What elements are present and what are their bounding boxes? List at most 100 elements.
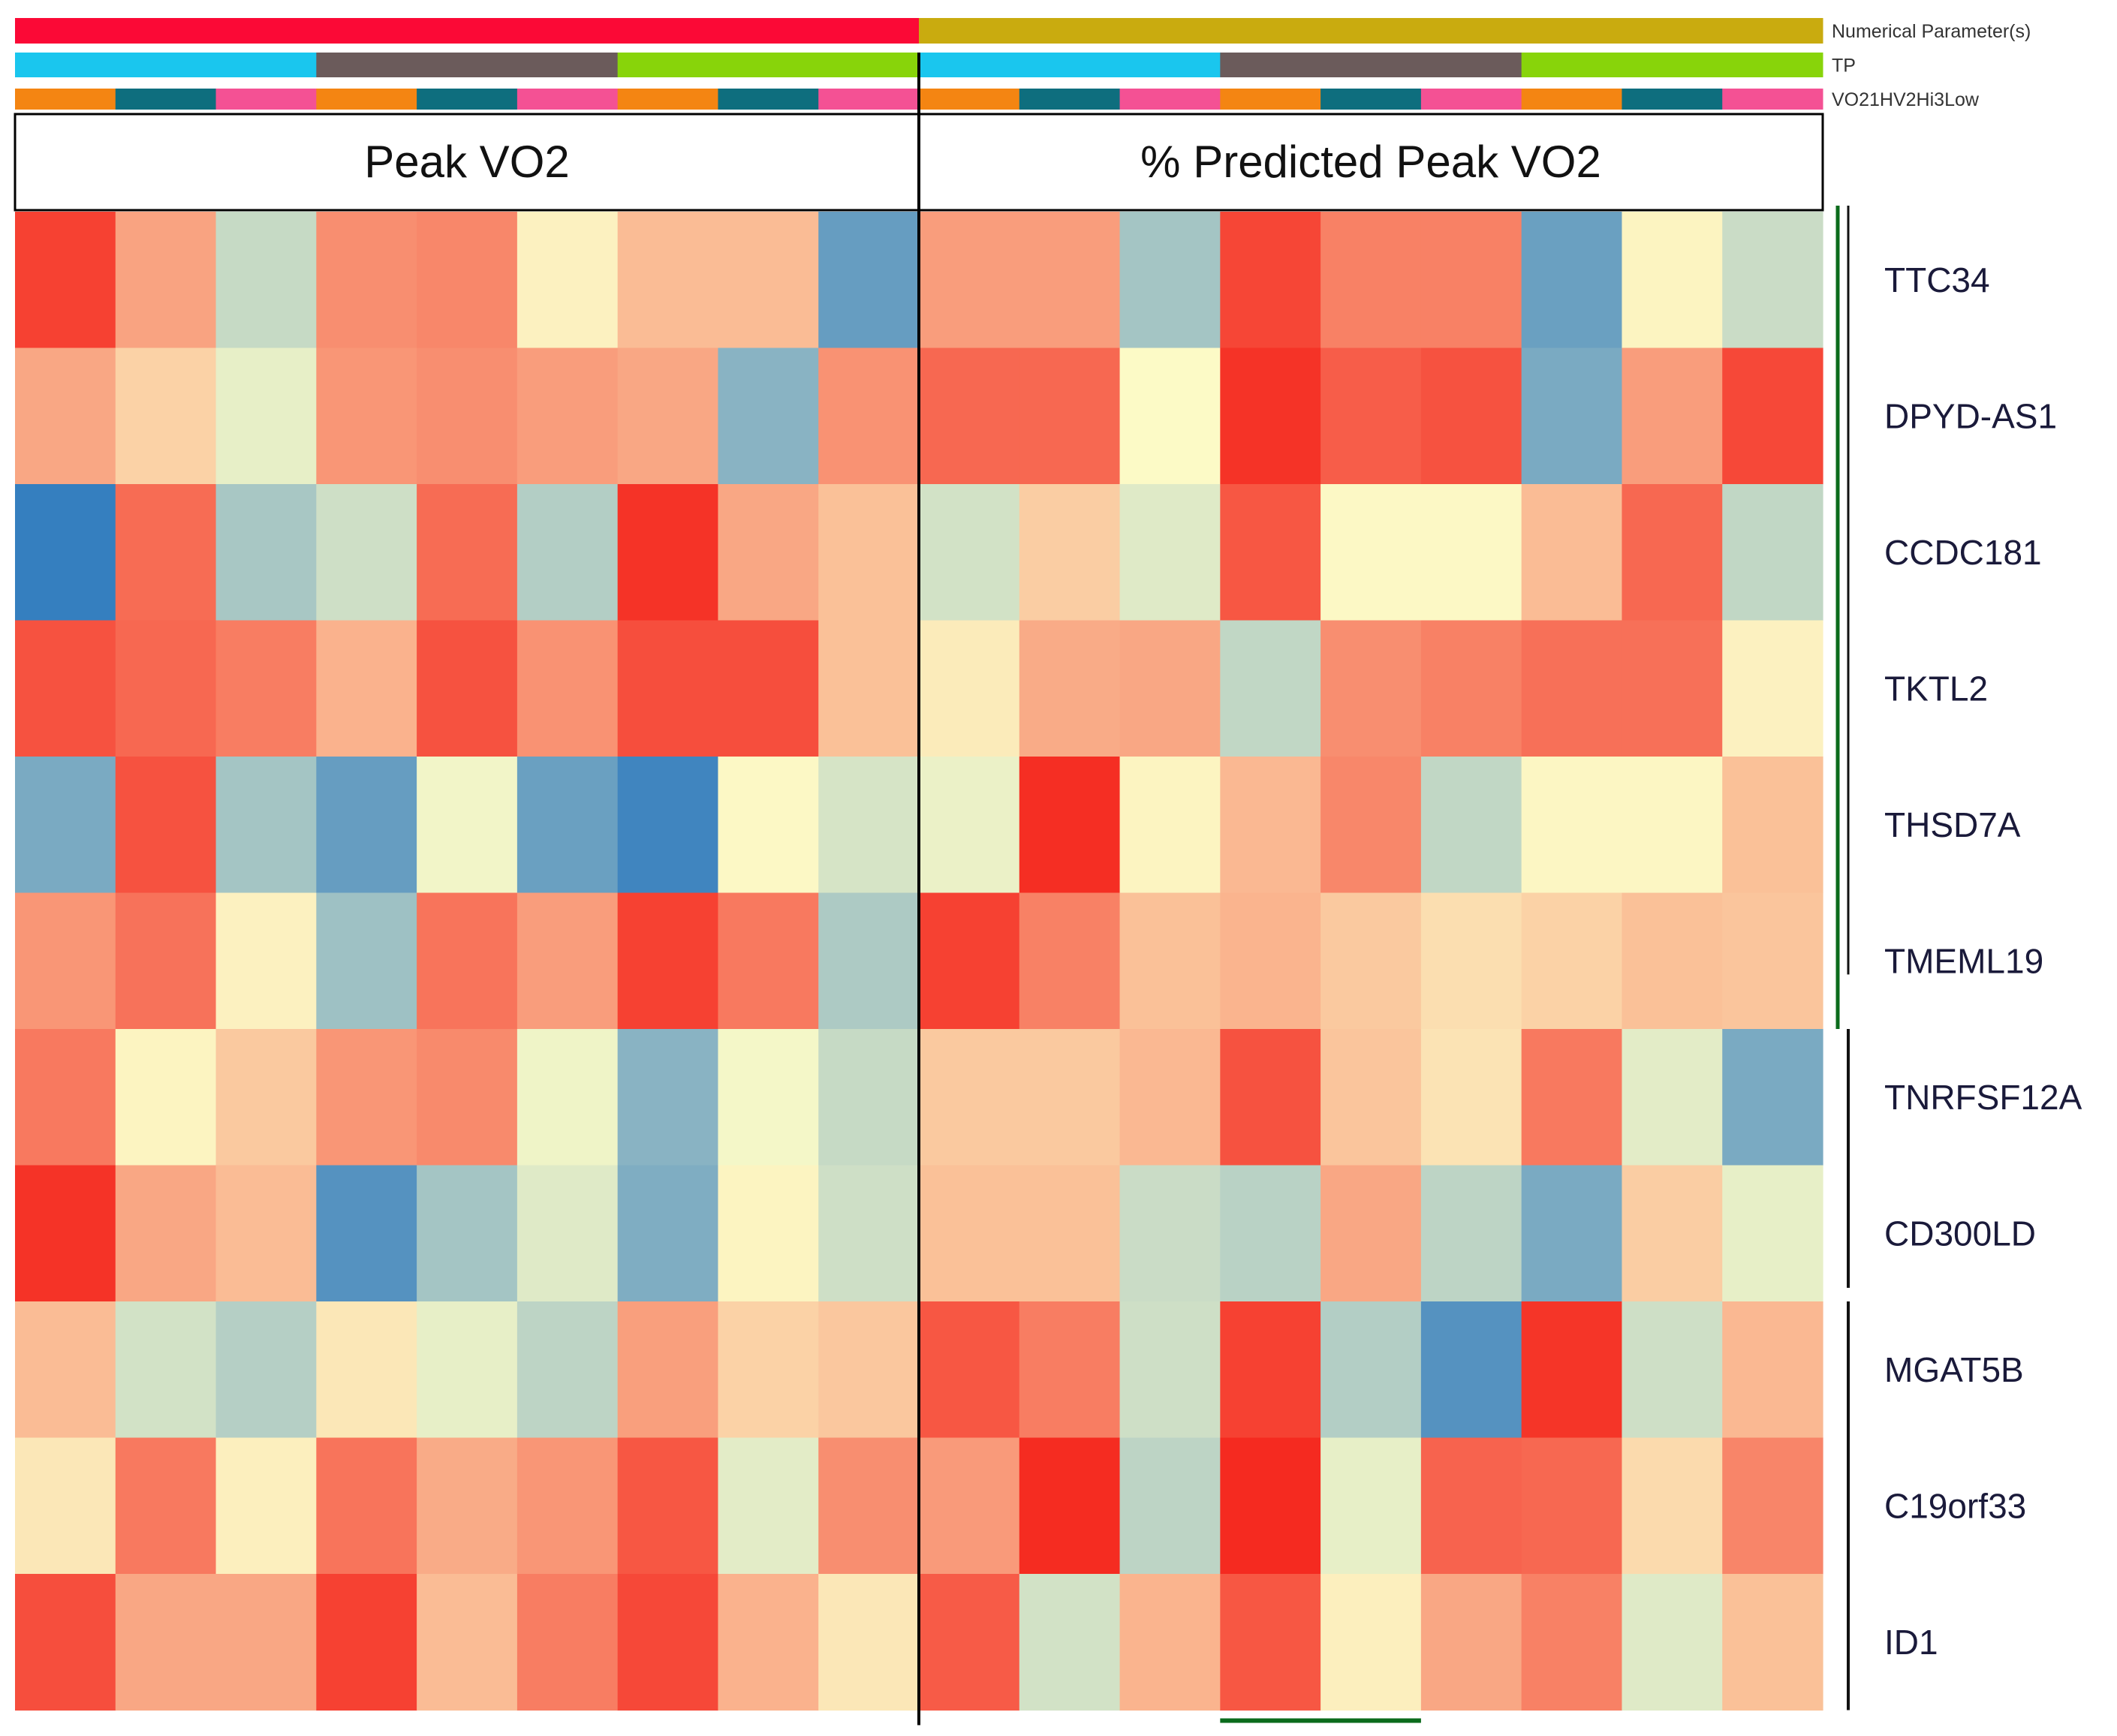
row-label: ID1 xyxy=(1884,1623,1938,1662)
heatmap-cell xyxy=(1521,348,1623,485)
heatmap-cell xyxy=(1220,484,1321,621)
annotation-segment xyxy=(1420,89,1522,110)
heatmap-cell xyxy=(1622,1165,1723,1302)
heatmap-cell xyxy=(919,1165,1020,1302)
column-group-headers: Peak VO2 % Predicted Peak VO2 xyxy=(14,113,1824,212)
heatmap-cell xyxy=(1420,1574,1522,1711)
heatmap-cell xyxy=(1320,1437,1422,1575)
heatmap-cell xyxy=(15,1437,116,1575)
heatmap-cell xyxy=(1521,1165,1623,1302)
heatmap-cell xyxy=(316,1165,417,1302)
heatmap-cell xyxy=(818,620,920,757)
annotation-segment xyxy=(15,53,317,77)
heatmap-cell xyxy=(1220,757,1321,894)
heatmap-cell xyxy=(919,1029,1020,1166)
heatmap-cell xyxy=(1420,757,1522,894)
heatmap-cell xyxy=(1722,212,1823,349)
heatmap-cell xyxy=(417,620,518,757)
heatmap-cell xyxy=(1320,348,1422,485)
annotation-segment xyxy=(516,89,619,110)
heatmap-cell xyxy=(1119,757,1221,894)
heatmap-cell xyxy=(417,757,518,894)
heatmap-cell xyxy=(818,348,920,485)
heatmap-cell xyxy=(215,1437,317,1575)
heatmap-cell xyxy=(919,212,1020,349)
heatmap-cell xyxy=(516,1301,619,1439)
annotation-segment xyxy=(1220,53,1522,77)
heatmap-cell xyxy=(1622,348,1723,485)
heatmap-cell xyxy=(718,484,819,621)
heatmap-cell xyxy=(115,1437,217,1575)
heatmap-cell xyxy=(316,484,417,621)
heatmap-cell xyxy=(1320,1165,1422,1302)
heatmap-cell xyxy=(1220,892,1321,1030)
heatmap-cell xyxy=(417,1301,518,1439)
heatmap-cell xyxy=(215,212,317,349)
heatmap-cell xyxy=(1521,1574,1623,1711)
heatmap-cell xyxy=(215,484,317,621)
heatmap-cell xyxy=(516,348,619,485)
row-label: MGAT5B xyxy=(1884,1350,2024,1389)
heatmap-cell xyxy=(718,1574,819,1711)
heatmap-cell xyxy=(617,1165,719,1302)
heatmap-cell xyxy=(1420,620,1522,757)
heatmap-cell xyxy=(1420,1165,1522,1302)
heatmap-cell xyxy=(1220,1165,1321,1302)
column-group-header-box xyxy=(917,113,1824,212)
heatmap-cell xyxy=(718,757,819,894)
heatmap-cell xyxy=(1722,620,1823,757)
heatmap-cell xyxy=(115,757,217,894)
heatmap-cell xyxy=(1521,484,1623,621)
heatmap-cell xyxy=(1521,1301,1623,1439)
heatmap-cell xyxy=(919,348,1020,485)
heatmap-cell xyxy=(718,212,819,349)
row-label: C19orf33 xyxy=(1884,1486,2026,1525)
heatmap-cell xyxy=(115,1029,217,1166)
row-label: TNRFSF12A xyxy=(1884,1078,2082,1117)
annotation-segment xyxy=(1622,89,1723,110)
heatmap-cell xyxy=(1019,212,1121,349)
heatmap-cell xyxy=(115,1165,217,1302)
annotation-segment xyxy=(1019,89,1121,110)
annotation-segment xyxy=(818,89,920,110)
heatmap-cell xyxy=(718,1165,819,1302)
heatmap-cell xyxy=(818,1301,920,1439)
heatmap-cells xyxy=(15,212,1823,1711)
heatmap-cell xyxy=(1622,620,1723,757)
heatmap-cell xyxy=(15,1165,116,1302)
heatmap-cell xyxy=(1119,1029,1221,1166)
heatmap-cell xyxy=(516,892,619,1030)
heatmap-cell xyxy=(1320,484,1422,621)
heatmap-cell xyxy=(818,757,920,894)
heatmap-cell xyxy=(1019,1301,1121,1439)
row-labels: TTC34 DPYD-AS1 CCDC181 TKTL2 THSD7A TMEML19 TN… xyxy=(1884,260,2082,1662)
heatmap-cell xyxy=(215,1165,317,1302)
heatmap-cell xyxy=(316,892,417,1030)
heatmap-cell xyxy=(1622,1437,1723,1575)
heatmap-cell xyxy=(1722,1165,1823,1302)
heatmap-cell xyxy=(15,1029,116,1166)
heatmap-cell xyxy=(417,1437,518,1575)
heatmap-cell xyxy=(1320,892,1422,1030)
row-label: TMEML19 xyxy=(1884,941,2043,980)
column-group-header-box xyxy=(14,113,920,212)
row-label: DPYD-AS1 xyxy=(1884,396,2057,435)
annotation-segment xyxy=(15,18,920,44)
heatmap-cell xyxy=(617,1301,719,1439)
heatmap-cell xyxy=(1722,757,1823,894)
heatmap-cell xyxy=(115,1574,217,1711)
annotation-segment xyxy=(919,89,1020,110)
heatmap-cell xyxy=(1622,757,1723,894)
heatmap-cell xyxy=(1622,484,1723,621)
heatmap-cell xyxy=(1220,348,1321,485)
heatmap-cell xyxy=(1722,892,1823,1030)
row-label: CCDC181 xyxy=(1884,533,2042,572)
heatmap-cell xyxy=(1521,620,1623,757)
annotation-segment xyxy=(1119,89,1221,110)
annotation-segment xyxy=(115,89,217,110)
heatmap-cell xyxy=(15,1574,116,1711)
heatmap-cell xyxy=(417,1574,518,1711)
heatmap-cell xyxy=(617,348,719,485)
heatmap-cell xyxy=(1622,212,1723,349)
heatmap-cell xyxy=(1220,1029,1321,1166)
